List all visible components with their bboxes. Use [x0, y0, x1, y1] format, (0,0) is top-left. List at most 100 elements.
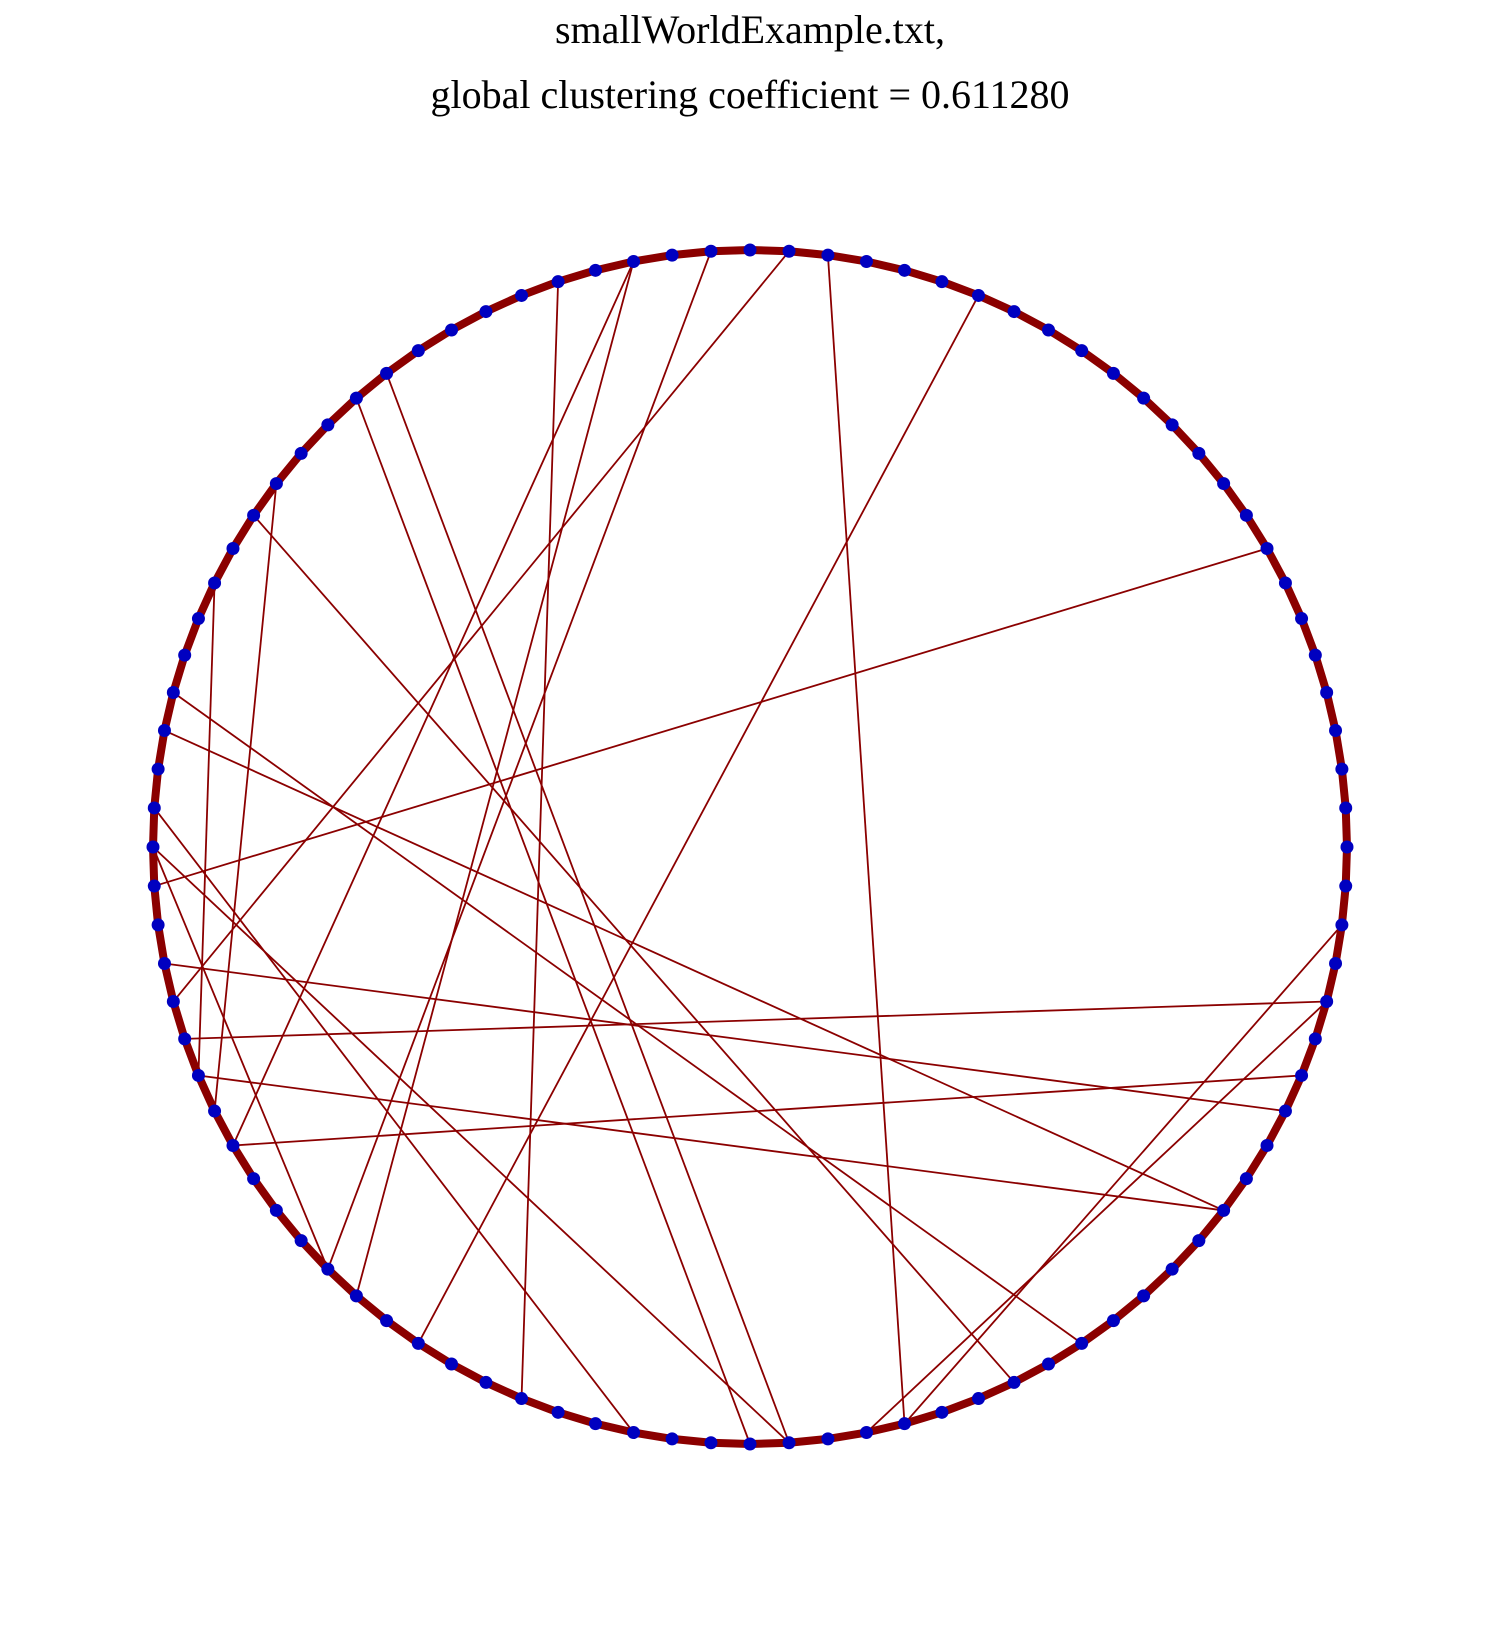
- graph-node: [178, 1032, 192, 1046]
- graph-node: [782, 1436, 796, 1450]
- ring-edge: [160, 688, 178, 735]
- ring-edge: [1077, 346, 1118, 378]
- shortcut-edge: [865, 1000, 1328, 1434]
- shortcut-edge: [232, 261, 635, 1146]
- ring-edge: [1168, 420, 1203, 458]
- graph-node: [321, 418, 335, 432]
- graph-node: [627, 254, 641, 268]
- ring-edge: [1109, 369, 1148, 403]
- graph-node: [1075, 344, 1089, 358]
- ring-edge: [974, 291, 1019, 316]
- shortcut-edges: [152, 250, 1343, 1445]
- ring-edge: [154, 726, 169, 774]
- graph-node: [1075, 1336, 1089, 1350]
- ring-edge: [785, 1434, 832, 1447]
- ring-edge: [1322, 959, 1340, 1006]
- ring-edge: [1311, 651, 1331, 697]
- ring-edge: [414, 1339, 456, 1369]
- graph-node: [178, 648, 192, 662]
- ring-edge: [1341, 843, 1351, 891]
- ring-edge: [629, 251, 677, 266]
- shortcut-edge: [355, 397, 751, 1445]
- shortcut-edge: [154, 547, 1268, 887]
- ring-edge: [154, 920, 169, 968]
- shortcut-edge: [327, 250, 712, 1270]
- ring-edge: [517, 1394, 563, 1417]
- graph-node: [1278, 576, 1292, 590]
- ring-edge: [668, 1434, 715, 1447]
- graph-node: [627, 1426, 641, 1440]
- ring-edge: [1139, 1265, 1177, 1300]
- graph-node: [971, 288, 985, 302]
- ring-edge: [554, 1408, 600, 1428]
- ring-edge: [169, 651, 189, 697]
- ring-edge: [746, 1438, 794, 1448]
- ring-edge: [297, 420, 332, 458]
- graph-node: [157, 956, 171, 970]
- graph-node: [1137, 1289, 1151, 1303]
- graph-node: [665, 1432, 679, 1446]
- graph-node: [1042, 1357, 1055, 1371]
- ring-edge: [180, 614, 203, 660]
- graph-node: [151, 918, 165, 932]
- ring-edge: [1242, 511, 1272, 553]
- graph-node: [588, 1417, 602, 1431]
- shortcut-edge: [152, 846, 329, 1270]
- graph-node: [551, 1405, 565, 1419]
- ring-edge: [1194, 1206, 1228, 1245]
- graph-node: [515, 288, 529, 302]
- graph-node: [380, 1314, 394, 1328]
- ring-edge: [1263, 544, 1290, 587]
- ring-edge: [591, 257, 638, 275]
- ring-edge: [1044, 1339, 1086, 1369]
- graph-node: [349, 391, 363, 405]
- graph-node: [1217, 477, 1231, 491]
- graph-node: [704, 1436, 718, 1450]
- ring-edge: [591, 1419, 638, 1437]
- ring-edge: [1263, 1107, 1290, 1150]
- graph-node: [191, 1068, 205, 1082]
- graph-node: [1239, 508, 1253, 522]
- graph-node: [1320, 685, 1334, 699]
- ring-edge: [629, 1428, 677, 1443]
- graph-node: [157, 724, 171, 738]
- graph-node: [445, 323, 458, 337]
- shortcut-edge: [184, 1000, 1327, 1040]
- graph-node: [935, 1405, 949, 1419]
- shortcut-edge: [252, 514, 1015, 1384]
- shortcut-edge: [903, 924, 1343, 1425]
- graph-node: [147, 801, 161, 815]
- ring-edge: [1331, 726, 1346, 774]
- graph-node: [898, 263, 912, 277]
- ring-edge: [1297, 614, 1320, 660]
- graph-node: [294, 1234, 308, 1248]
- ring-edge: [823, 251, 871, 266]
- ring-edge: [194, 1071, 219, 1116]
- graph-node: [269, 1203, 283, 1217]
- figure-title-line-1: smallWorldExample.txt,: [554, 7, 946, 52]
- ring-edge: [1010, 307, 1053, 334]
- graph-node: [782, 244, 796, 258]
- ring-edge: [297, 1236, 332, 1274]
- ring-edge: [1281, 1071, 1306, 1116]
- ring-edge: [249, 1174, 281, 1215]
- graph-node: [294, 446, 308, 460]
- graph-node: [151, 762, 165, 776]
- ring-edge: [249, 479, 281, 520]
- ring-edge: [900, 266, 946, 286]
- ring-edge: [272, 1206, 306, 1245]
- graph-node: [479, 305, 493, 319]
- shortcut-edge: [385, 373, 790, 1444]
- graph-node: [411, 1336, 425, 1350]
- ring-edge: [1337, 765, 1350, 812]
- ring-edge: [1109, 1291, 1148, 1325]
- ring-edge: [352, 369, 391, 403]
- graph-node: [1339, 801, 1353, 815]
- ring-edge: [862, 257, 909, 275]
- ring-edge: [1337, 882, 1350, 929]
- ring-edges: [149, 246, 1351, 1448]
- shortcut-edge: [164, 729, 1225, 1212]
- ring-edge: [1044, 325, 1086, 355]
- graph-node: [821, 1432, 835, 1446]
